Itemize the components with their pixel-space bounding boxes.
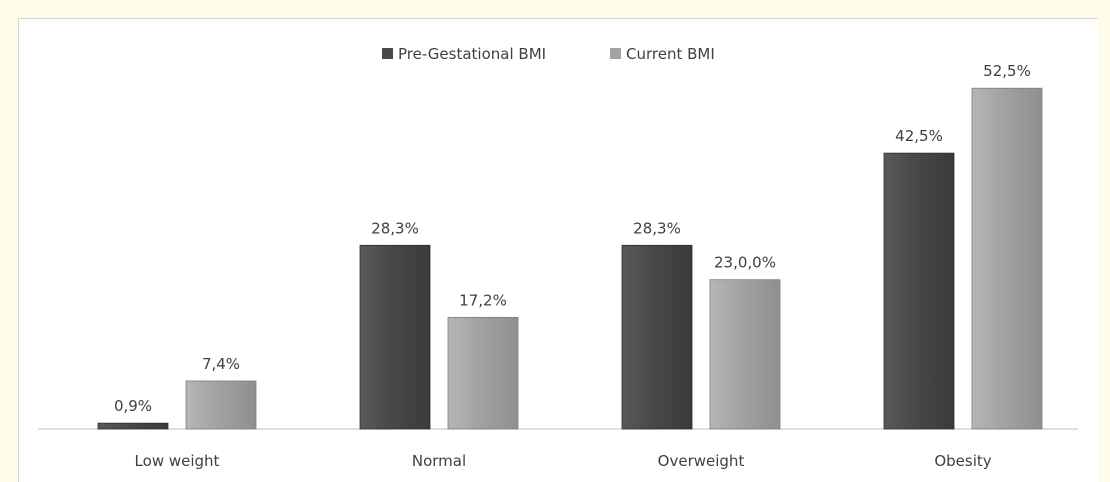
bar-pre-gestational-overweight [621, 244, 693, 430]
legend-swatch-pre-gestational [382, 48, 393, 59]
bar-current-low-weight [185, 380, 257, 430]
x-axis-labels: Low weight Normal Overweight Obesity [135, 452, 992, 470]
data-label-pre-gestational-low-weight: 0,9% [114, 397, 152, 415]
bar-pre-gestational-low-weight [97, 422, 169, 430]
data-label-current-normal: 17,2% [459, 291, 507, 309]
legend-label-pre-gestational: Pre-Gestational BMI [398, 45, 546, 63]
category-label-low-weight: Low weight [135, 452, 220, 470]
data-label-pre-gestational-normal: 28,3% [371, 219, 419, 237]
category-label-obesity: Obesity [934, 452, 991, 470]
category-label-normal: Normal [412, 452, 466, 470]
data-label-pre-gestational-obesity: 42,5% [895, 127, 943, 145]
data-label-current-obesity: 52,5% [983, 62, 1031, 80]
data-label-current-low-weight: 7,4% [202, 355, 240, 373]
data-label-pre-gestational-overweight: 28,3% [633, 219, 681, 237]
legend-swatch-current [610, 48, 621, 59]
bar-current-overweight [709, 279, 781, 430]
category-label-overweight: Overweight [658, 452, 745, 470]
data-label-current-overweight: 23,0,0% [714, 254, 776, 272]
legend-label-current: Current BMI [626, 45, 715, 63]
bar-pre-gestational-normal [359, 244, 431, 430]
bar-current-obesity [971, 87, 1043, 430]
bars-group [97, 87, 1043, 430]
bar-pre-gestational-obesity [883, 152, 955, 430]
bar-current-normal [447, 316, 519, 430]
data-labels-group: 0,9% 28,3% 28,3% 42,5% 7,4% 17,2% 23,0,0% 52,5% [114, 62, 1031, 415]
legend: Pre-Gestational BMI Current BMI [382, 45, 715, 63]
